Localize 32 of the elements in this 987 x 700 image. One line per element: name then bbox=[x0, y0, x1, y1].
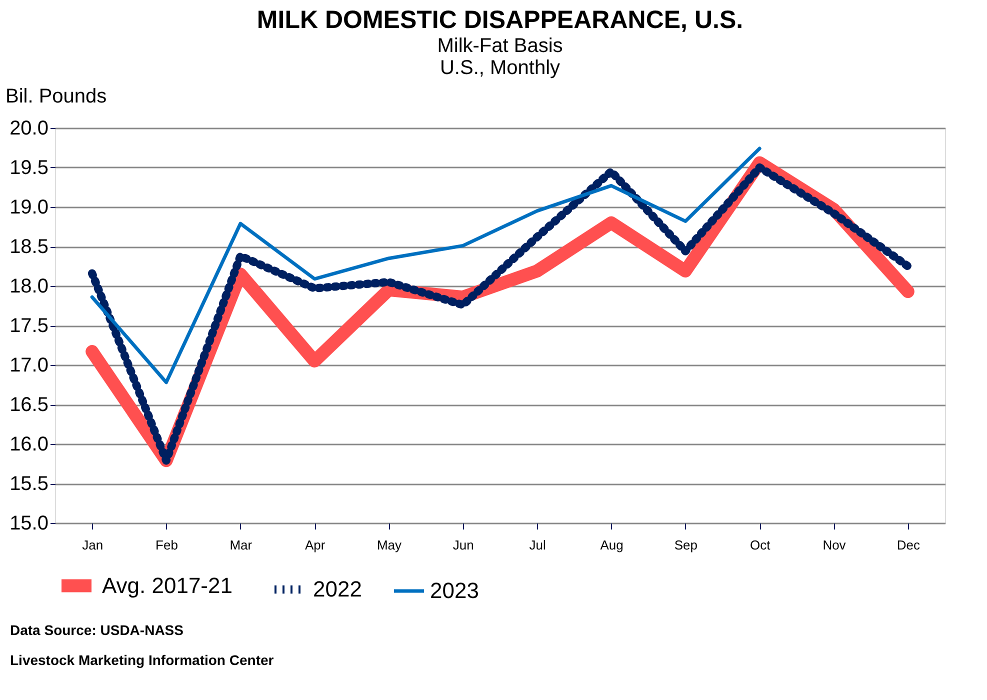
y-tick-label: 15.5 bbox=[10, 473, 48, 495]
x-tick-label: Apr bbox=[304, 538, 326, 552]
y-tick-label: 17.0 bbox=[10, 354, 48, 376]
y-tick-label: 18.0 bbox=[10, 276, 48, 298]
y-tick-label: 16.5 bbox=[10, 394, 48, 416]
x-tick-label: Jun bbox=[452, 538, 474, 552]
source-note: Data Source: USDA-NASS bbox=[10, 622, 184, 638]
chart-title: MILK DOMESTIC DISAPPEARANCE, U.S. bbox=[256, 6, 744, 34]
legend-label: 2022 bbox=[313, 576, 362, 602]
y-tick-label: 19.5 bbox=[10, 157, 48, 179]
x-tick-label: Aug bbox=[600, 538, 624, 552]
legend-label: 2023 bbox=[430, 578, 479, 603]
x-tick-label: Feb bbox=[156, 538, 178, 552]
text: Livestock Marketing Information Center bbox=[10, 652, 274, 668]
y-tick-label: 16.0 bbox=[10, 434, 48, 456]
legend-label: Avg. 2017-21 bbox=[102, 572, 232, 598]
y-tick-label: 19.0 bbox=[10, 196, 48, 218]
x-tick-label: May bbox=[376, 538, 402, 552]
x-tick-label: Dec bbox=[896, 538, 920, 552]
x-tick-label: Mar bbox=[230, 538, 253, 552]
x-tick-label: Sep bbox=[674, 538, 698, 552]
x-tick-label: Jan bbox=[82, 538, 104, 552]
line-series bbox=[90, 146, 762, 384]
x-tick-label: Oct bbox=[750, 538, 771, 552]
x-tick-label: Jul bbox=[529, 538, 546, 552]
x-tick-label: Nov bbox=[822, 538, 846, 552]
chart-subtitle: Milk-Fat Basis U.S., Monthly bbox=[437, 35, 563, 79]
y-tick-label: 18.5 bbox=[10, 236, 48, 258]
y-tick-label: 17.5 bbox=[10, 315, 48, 337]
y-tick-label: 20.0 bbox=[10, 118, 48, 140]
y-axis-title: Bil. Pounds bbox=[6, 86, 107, 108]
y-tick-label: 15.0 bbox=[10, 512, 48, 534]
